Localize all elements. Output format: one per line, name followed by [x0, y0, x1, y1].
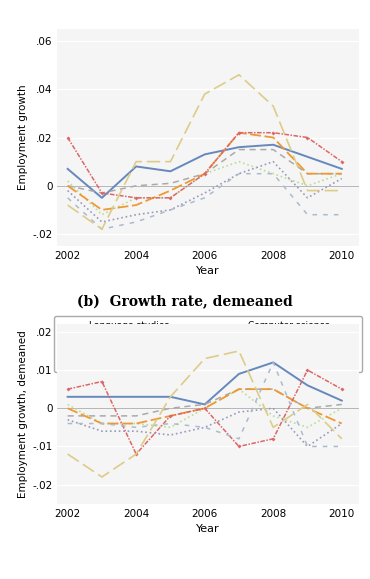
Legend: Language studies, Law, Business administration, Mathematics and statistics, Comp: Language studies, Law, Business administ…	[54, 316, 362, 372]
Y-axis label: Employment growth: Employment growth	[18, 85, 28, 190]
X-axis label: Year: Year	[196, 524, 220, 534]
X-axis label: Year: Year	[196, 266, 220, 277]
Text: (b)  Growth rate, demeaned: (b) Growth rate, demeaned	[77, 295, 293, 309]
Y-axis label: Employment growth, demeaned: Employment growth, demeaned	[18, 330, 28, 498]
